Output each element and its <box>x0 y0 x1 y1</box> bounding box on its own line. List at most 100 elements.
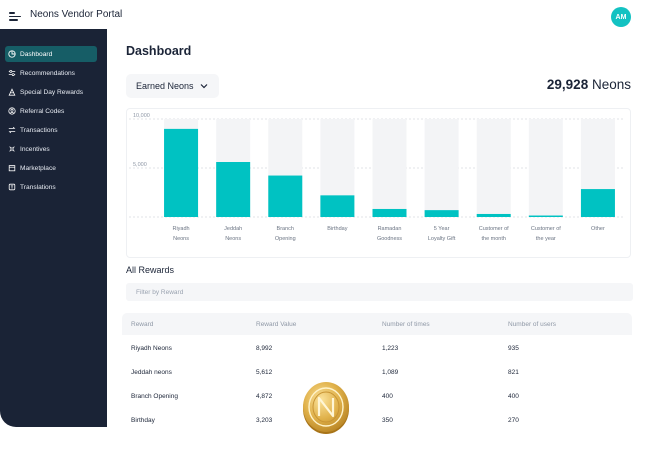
x-tick-label: Neons <box>225 236 241 242</box>
bar[interactable] <box>268 175 303 217</box>
x-tick-label: Jeddah <box>224 226 242 232</box>
earned-neons-chart: 10,000 5,000 Riyadh Neons Jeddah Neons Branch O… <box>126 108 631 258</box>
x-tick-label: 5 Year <box>434 226 450 232</box>
total-neons: 29,928 Neons <box>547 77 631 92</box>
table-header: Reward Reward Value Number of times Numb… <box>122 313 632 335</box>
metric-select-value: Earned Neons <box>136 81 194 91</box>
hamburger-menu-icon[interactable] <box>9 10 21 22</box>
cell-number-of-users: 821 <box>508 368 519 376</box>
total-value: 29,928 <box>546 77 589 92</box>
sidebar-item-recommendations[interactable]: Recommendations <box>5 65 97 81</box>
cell-number-of-users: 935 <box>508 344 519 352</box>
sidebar-item-label: Special Day Rewards <box>20 88 84 96</box>
cell-reward-value: 8,992 <box>256 344 273 352</box>
bar[interactable] <box>320 195 355 217</box>
table-row[interactable]: Branch Opening 4,872 400 400 <box>122 384 632 408</box>
column-header-number-of-users[interactable]: Number of users <box>508 320 557 328</box>
cell-reward-value: 3,203 <box>256 416 273 424</box>
cell-number-of-times: 1,089 <box>382 368 399 376</box>
y-tick-label: 10,000 <box>133 113 150 119</box>
bar-track <box>424 119 459 217</box>
sidebar-item-label: Incentives <box>20 145 50 153</box>
column-header-number-of-times[interactable]: Number of times <box>382 320 430 328</box>
cell-reward-value: 4,872 <box>256 392 273 400</box>
chevron-down-icon <box>200 84 208 89</box>
sidebar-item-marketplace[interactable]: Marketplace <box>5 160 97 176</box>
bar-track <box>372 119 407 217</box>
transfer-icon <box>8 126 16 134</box>
cell-reward-value: 5,612 <box>256 368 273 376</box>
total-unit: Neons <box>591 77 631 92</box>
table-row[interactable]: Jeddah neons 5,612 1,089 821 <box>122 360 632 384</box>
referral-icon <box>8 107 16 115</box>
store-icon <box>8 164 16 172</box>
x-tick-label: Ramadan <box>378 226 402 232</box>
sidebar-item-label: Referral Codes <box>20 107 65 115</box>
bar[interactable] <box>528 215 563 217</box>
x-tick-label: Neons <box>173 236 189 242</box>
cell-reward: Branch Opening <box>131 392 178 400</box>
column-header-reward-value[interactable]: Reward Value <box>256 320 297 328</box>
neon-coin-icon <box>303 382 349 434</box>
sidebar-item-dashboard[interactable]: Dashboard <box>5 46 97 62</box>
bottom-fade <box>107 427 651 459</box>
translate-icon <box>8 183 16 191</box>
page-title: Dashboard <box>126 44 192 58</box>
x-tick-label: Customer of <box>479 226 509 232</box>
bar[interactable] <box>424 210 459 217</box>
sidebar-item-referral-codes[interactable]: Referral Codes <box>5 103 97 119</box>
x-tick-label: Birthday <box>327 226 347 232</box>
sliders-icon <box>8 69 16 77</box>
sidebar-item-label: Marketplace <box>20 164 56 172</box>
sidebar-item-label: Translations <box>20 183 56 191</box>
app-title: Neons Vendor Portal <box>30 9 123 20</box>
cell-reward: Birthday <box>131 416 155 424</box>
sidebar-item-transactions[interactable]: Transactions <box>5 122 97 138</box>
sidebar-item-incentives[interactable]: Incentives <box>5 141 97 157</box>
metric-select[interactable]: Earned Neons <box>126 74 219 98</box>
column-header-reward[interactable]: Reward <box>131 320 154 328</box>
cell-number-of-times: 400 <box>382 392 393 400</box>
x-tick-label: Goodness <box>377 236 402 242</box>
sidebar: Dashboard Recommendations Special Day Re… <box>0 29 107 427</box>
rewards-table: Reward Reward Value Number of times Numb… <box>122 313 632 427</box>
x-tick-label: Branch <box>277 226 294 232</box>
cell-number-of-times: 350 <box>382 416 393 424</box>
sidebar-item-special-day-rewards[interactable]: Special Day Rewards <box>5 84 97 100</box>
bar-chart: 10,000 5,000 Riyadh Neons Jeddah Neons Branch O… <box>129 113 624 242</box>
sidebar-item-label: Recommendations <box>20 69 75 77</box>
x-tick-label: Customer of <box>531 226 561 232</box>
table-row[interactable]: Birthday 3,203 350 270 <box>122 408 632 427</box>
bar[interactable] <box>476 213 511 217</box>
reward-filter-input[interactable] <box>126 283 633 301</box>
bar[interactable] <box>580 189 615 217</box>
dashboard-icon <box>8 50 16 58</box>
table-row[interactable]: Riyadh Neons 8,992 1,223 935 <box>122 336 632 360</box>
bar[interactable] <box>216 162 251 217</box>
all-rewards-title: All Rewards <box>126 265 175 275</box>
cell-reward: Riyadh Neons <box>131 344 172 352</box>
x-tick-label: the month <box>481 236 505 242</box>
sidebar-item-translations[interactable]: Translations <box>5 179 97 195</box>
top-bar: Neons Vendor Portal AM <box>0 0 651 34</box>
bar[interactable] <box>164 128 199 217</box>
cell-number-of-times: 1,223 <box>382 344 399 352</box>
x-tick-label: Riyadh <box>172 226 189 232</box>
incentive-icon <box>8 145 16 153</box>
cell-reward: Jeddah neons <box>131 368 172 376</box>
bar-track <box>528 119 563 217</box>
x-tick-label: the year <box>536 236 556 242</box>
bar[interactable] <box>372 208 407 217</box>
sidebar-item-label: Dashboard <box>20 50 53 58</box>
cell-number-of-users: 270 <box>508 416 519 424</box>
user-avatar[interactable]: AM <box>611 7 631 27</box>
bar-track <box>476 119 511 217</box>
sidebar-item-label: Transactions <box>20 126 58 134</box>
x-tick-label: Opening <box>275 236 296 242</box>
cell-number-of-users: 400 <box>508 392 519 400</box>
y-tick-label: 5,000 <box>133 162 147 168</box>
x-tick-label: Other <box>591 226 605 232</box>
cake-icon <box>8 88 16 96</box>
x-tick-label: Loyalty Gift <box>428 236 456 242</box>
